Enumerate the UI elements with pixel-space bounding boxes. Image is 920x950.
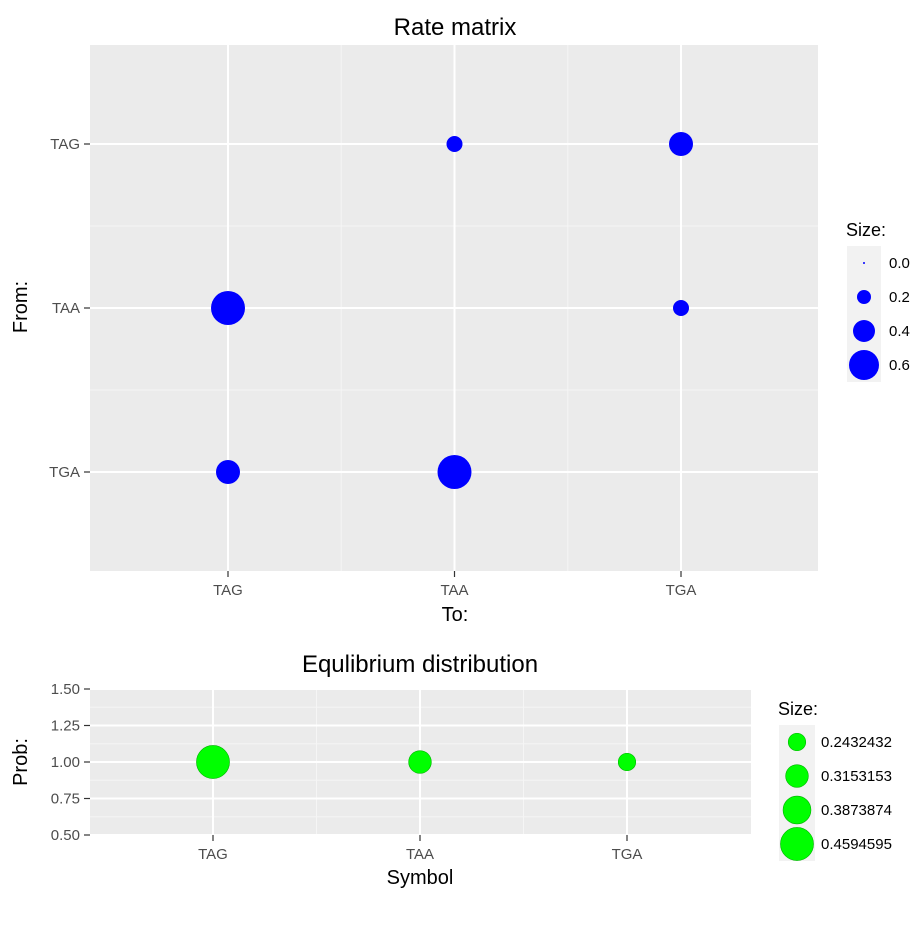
equilibrium-y-tick-label: 0.75 xyxy=(51,791,80,808)
equilibrium-legend-title: Size: xyxy=(778,699,818,719)
rate-matrix-legend-label: 0.0 xyxy=(889,255,910,272)
rate-matrix-y-tick-label: TGA xyxy=(49,464,80,481)
equilibrium-y-tick-label: 1.00 xyxy=(51,754,80,771)
equilibrium-x-ticks: TAG TAA TGA xyxy=(198,835,642,863)
equilibrium-legend-key xyxy=(782,795,812,825)
equilibrium-y-axis-title: Prob: xyxy=(10,738,32,786)
equilibrium-panel: Equlibrium distribution TAG TAA TGA 0.500.… xyxy=(10,651,892,889)
rate-matrix-legend-label: 0.6 xyxy=(889,357,910,374)
rate-matrix-point xyxy=(673,300,689,316)
equilibrium-x-tick-label: TGA xyxy=(612,846,643,863)
rate-matrix-x-axis-title: To: xyxy=(442,604,469,626)
equilibrium-legend-label: 0.3153153 xyxy=(821,768,892,785)
equilibrium-y-tick-label: 0.50 xyxy=(51,827,80,844)
equilibrium-legend-label: 0.3873874 xyxy=(821,802,892,819)
rate-matrix-point xyxy=(216,460,240,484)
equilibrium-legend-key xyxy=(780,827,814,861)
equilibrium-legend-label: 0.2432432 xyxy=(821,734,892,751)
equilibrium-x-tick-label: TAG xyxy=(198,846,228,863)
rate-matrix-x-tick-label: TAA xyxy=(440,582,468,599)
rate-matrix-legend-key xyxy=(849,350,879,380)
rate-matrix-point xyxy=(669,132,693,156)
equilibrium-y-tick-label: 1.50 xyxy=(51,681,80,698)
rate-matrix-x-ticks: TAG TAA TGA xyxy=(213,571,696,599)
rate-matrix-legend-title: Size: xyxy=(846,220,886,240)
rate-matrix-legend-key xyxy=(853,320,875,342)
rate-matrix-legend-label: 0.2 xyxy=(889,289,910,306)
equilibrium-title: Equlibrium distribution xyxy=(302,651,538,678)
rate-matrix-legend-key xyxy=(863,262,865,264)
equilibrium-points xyxy=(196,745,637,779)
equilibrium-y-ticks: 0.50 0.75 1.00 1.25 1.50 xyxy=(51,681,90,844)
equilibrium-legend-label: 0.4594595 xyxy=(821,836,892,853)
equilibrium-legend: Size: 0.2432432 0.3153153 0.3873874 0.45945… xyxy=(778,699,892,861)
rate-matrix-y-tick-label: TAG xyxy=(50,136,80,153)
rate-matrix-x-tick-label: TAG xyxy=(213,582,243,599)
equilibrium-point xyxy=(408,750,432,774)
rate-matrix-point xyxy=(211,291,245,325)
rate-matrix-x-tick-label: TGA xyxy=(666,582,697,599)
equilibrium-y-tick-label: 1.25 xyxy=(51,718,80,735)
rate-matrix-panel: Rate matrix TAG TAA TGA TAG TAA TGA To: From… xyxy=(10,14,910,626)
equilibrium-x-tick-label: TAA xyxy=(406,846,434,863)
rate-matrix-legend-key xyxy=(857,290,871,304)
rate-matrix-y-tick-label: TAA xyxy=(52,300,80,317)
rate-matrix-legend: Size: 0.0 0.2 0.4 0.6 xyxy=(846,220,910,382)
rate-matrix-points xyxy=(211,132,693,489)
rate-matrix-point xyxy=(446,136,463,152)
rate-matrix-y-ticks: TAG TAA TGA xyxy=(49,136,90,481)
equilibrium-point xyxy=(617,752,637,772)
equilibrium-legend-key xyxy=(785,764,809,788)
rate-matrix-title: Rate matrix xyxy=(394,14,517,41)
rate-matrix-point xyxy=(437,455,472,489)
equilibrium-point xyxy=(196,745,230,779)
equilibrium-x-axis-title: Symbol xyxy=(387,867,454,889)
rate-matrix-legend-label: 0.4 xyxy=(889,323,910,340)
rate-matrix-y-axis-title: From: xyxy=(10,281,32,333)
equilibrium-legend-key xyxy=(787,732,807,752)
